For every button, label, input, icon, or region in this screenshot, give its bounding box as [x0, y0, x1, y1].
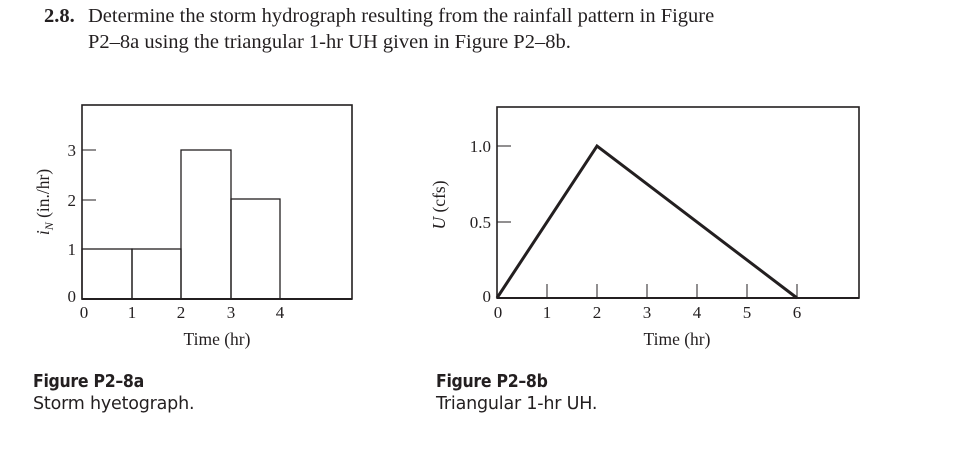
- bar-0-1: [81, 248, 133, 300]
- y-label-units: (cfs): [429, 180, 449, 217]
- uh-triangle-line: [495, 143, 798, 300]
- xtick-label: 5: [743, 303, 752, 322]
- hyetograph-bars: [81, 149, 281, 300]
- figure-b-caption-desc: Triangular 1-hr UH.: [436, 394, 598, 414]
- xtick-label: 2: [177, 303, 186, 322]
- figure-a-caption-title: Figure P2–8a: [33, 372, 144, 392]
- bar-2-3: [180, 149, 232, 300]
- xtick-label: 4: [693, 303, 702, 322]
- ytick-label: 0.5: [470, 213, 491, 232]
- y-label-var: i: [33, 230, 53, 235]
- xtick-label: 4: [276, 303, 285, 322]
- figure-a-hyetograph: 3 2 1 0 0 1 2 3 4 Time (hr) iN (in./hr): [33, 104, 353, 349]
- xtick-label: 0: [494, 303, 503, 322]
- y-label-var: U: [429, 216, 449, 230]
- y-label-subscript: N: [42, 221, 56, 231]
- y-ticks-b: [497, 145, 511, 223]
- y-label-units: (in./hr): [33, 169, 53, 223]
- x-ticks-b: [546, 284, 798, 298]
- problem-statement: 2.8. Determine the storm hydrograph resul…: [44, 3, 844, 55]
- y-ticks-a: [82, 149, 96, 250]
- x-tick-labels-a: 0 1 2 3 4: [80, 303, 285, 322]
- problem-text-line2: P2–8a using the triangular 1-hr UH given…: [88, 31, 571, 53]
- y-axis-label-a: iN (in./hr): [33, 169, 56, 236]
- xtick-label: 1: [543, 303, 552, 322]
- y-tick-labels-b: 1.0 0.5 0: [470, 137, 491, 306]
- xtick-label: 3: [643, 303, 652, 322]
- problem-number: 2.8.: [44, 5, 75, 27]
- figure-b-caption: Figure P2–8b Triangular 1-hr UH.: [436, 371, 597, 415]
- bar-3-4: [230, 198, 281, 300]
- plot-frame-b: [496, 106, 860, 299]
- xtick-label: 6: [793, 303, 802, 322]
- xtick-label: 2: [593, 303, 602, 322]
- x-axis-label-b: Time (hr): [644, 329, 711, 349]
- plot-frame-a: [81, 104, 353, 300]
- ytick-label: 1.0: [470, 137, 491, 156]
- xtick-label: 1: [128, 303, 137, 322]
- figure-b-caption-title: Figure P2–8b: [436, 372, 548, 392]
- ytick-label: 3: [68, 141, 77, 160]
- ytick-label: 0: [483, 287, 492, 306]
- ytick-label: 2: [68, 191, 77, 210]
- x-tick-labels-b: 0 1 2 3 4 5 6: [494, 303, 802, 322]
- ytick-label: 0: [68, 287, 77, 306]
- xtick-label: 0: [80, 303, 89, 322]
- y-tick-labels-a: 3 2 1 0: [68, 141, 77, 306]
- figure-b-unit-hydrograph: 1.0 0.5 0 0 1 2 3 4 5 6 Time (hr) U (cfs…: [429, 106, 860, 349]
- ytick-label: 1: [68, 240, 77, 259]
- y-axis-label-b: U (cfs): [429, 180, 449, 229]
- x-axis-label-a: Time (hr): [184, 329, 251, 349]
- xtick-label: 3: [227, 303, 236, 322]
- figure-a-caption-desc: Storm hyetograph.: [33, 394, 195, 414]
- problem-text-line1: Determine the storm hydrograph resulting…: [88, 5, 715, 27]
- figure-a-caption: Figure P2–8a Storm hyetograph.: [33, 371, 195, 415]
- bar-1-2: [131, 248, 182, 300]
